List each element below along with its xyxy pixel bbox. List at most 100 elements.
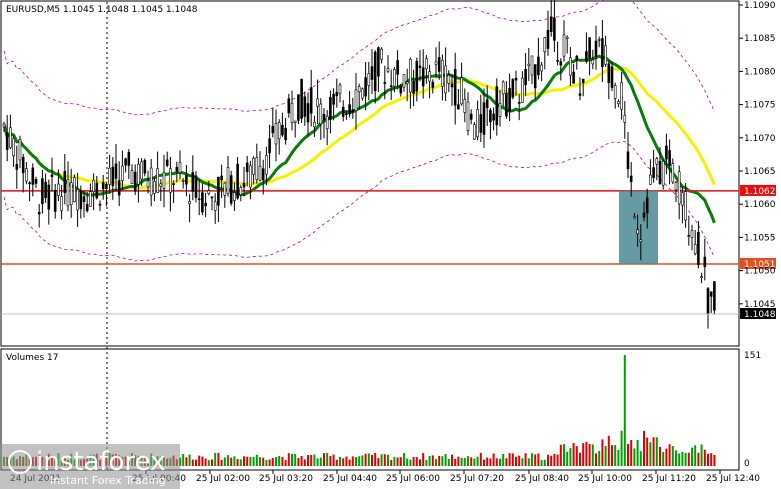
candle-body	[325, 115, 329, 129]
volume-bar	[643, 430, 645, 466]
candle-body	[41, 178, 44, 205]
candle-body	[396, 60, 399, 75]
candle-body	[92, 179, 95, 192]
volume-bar	[287, 453, 290, 466]
candle-body	[300, 78, 303, 119]
volume-bar	[361, 455, 364, 466]
candle-body	[44, 181, 47, 198]
candle-body	[508, 88, 511, 112]
volume-bar	[227, 455, 229, 466]
volume-bar	[182, 454, 185, 466]
candle-body	[434, 61, 438, 65]
volume-bar	[607, 435, 610, 466]
candle-body	[482, 102, 486, 135]
candle-body	[665, 145, 668, 160]
volume-bar	[534, 454, 537, 466]
candle-body	[121, 165, 124, 181]
volume-bar	[505, 458, 508, 466]
candle-body	[309, 87, 313, 114]
candle-body	[316, 98, 319, 107]
candle-body	[498, 103, 502, 117]
envelope-upper	[3, 0, 715, 116]
volume-bar	[243, 456, 245, 466]
volume-zero-label: 0	[744, 459, 750, 469]
watermark: instaforex Instant Forex Trading	[0, 444, 180, 489]
volume-bar	[351, 456, 354, 466]
volume-bar	[300, 455, 303, 466]
volume-bar	[195, 459, 197, 466]
candle-body	[69, 182, 73, 205]
candle-body	[469, 113, 473, 120]
candle-body	[194, 175, 198, 198]
time-tick-label: 25 Jul 07:20	[450, 474, 504, 484]
candle-body	[15, 164, 19, 170]
candle-body	[188, 201, 191, 205]
candle-body	[236, 163, 239, 199]
candle-body	[677, 171, 681, 205]
candle-body	[620, 82, 623, 110]
volume-bar	[662, 451, 665, 466]
volume-bar	[383, 454, 386, 466]
volume-bar	[527, 458, 530, 466]
candle-body	[159, 183, 163, 187]
volume-bar	[604, 446, 607, 466]
volume-bar	[236, 459, 239, 466]
candle-body	[245, 162, 249, 173]
candle-body	[181, 180, 185, 182]
candle-body	[383, 82, 387, 84]
candle-body	[572, 71, 575, 84]
volume-bar	[633, 448, 636, 466]
candle-body	[108, 167, 111, 185]
volume-bar	[422, 453, 425, 466]
volume-bar	[415, 457, 418, 466]
volume-bar	[614, 445, 617, 466]
candle-body	[79, 190, 83, 210]
volume-bar	[524, 453, 527, 466]
volume-bar	[332, 454, 335, 466]
volume-bar	[307, 455, 309, 466]
candle-body	[495, 86, 499, 126]
candle-body	[207, 190, 211, 194]
price-axis: 1.1090 1.1085 1.1080 1.1075 1.1070 1.1065 1.10…	[739, 1, 776, 310]
candle-body	[594, 40, 598, 57]
volume-bar	[239, 459, 242, 466]
candle-body	[271, 125, 275, 134]
candle-body	[156, 168, 159, 193]
candle-body	[66, 178, 70, 207]
candle-body	[617, 101, 620, 104]
candle-body	[473, 124, 476, 140]
volume-bar	[255, 454, 258, 466]
candle-body	[562, 34, 566, 57]
candle-body	[98, 203, 102, 206]
volume-bar	[358, 456, 361, 466]
volume-bar	[275, 457, 277, 466]
volume-bar	[214, 453, 217, 466]
volume-bar	[575, 446, 578, 466]
candle-body	[581, 78, 585, 83]
candle-body	[578, 93, 582, 96]
volume-bar	[563, 444, 565, 466]
candle-body	[693, 243, 697, 254]
candle-body	[303, 96, 307, 117]
volume-bar	[550, 455, 553, 466]
candle-body	[485, 99, 489, 109]
candle-body	[332, 93, 335, 105]
candle-body	[479, 114, 483, 133]
candle-body	[466, 101, 470, 131]
volume-bar	[265, 459, 268, 466]
candle-body	[146, 180, 150, 188]
candle-body	[393, 69, 396, 87]
candle-body	[345, 113, 348, 115]
candle-body	[367, 73, 371, 86]
current-price-tag	[740, 308, 776, 319]
candle-body	[389, 85, 393, 88]
candle-body	[441, 59, 444, 87]
candle-body	[575, 55, 579, 61]
candle-body	[178, 162, 182, 173]
volume-bar	[601, 439, 604, 466]
volume-bar	[447, 458, 450, 466]
volume-bar	[521, 458, 524, 466]
candle-body	[511, 79, 515, 98]
volume-bar	[390, 460, 393, 466]
candle-body	[239, 187, 243, 196]
